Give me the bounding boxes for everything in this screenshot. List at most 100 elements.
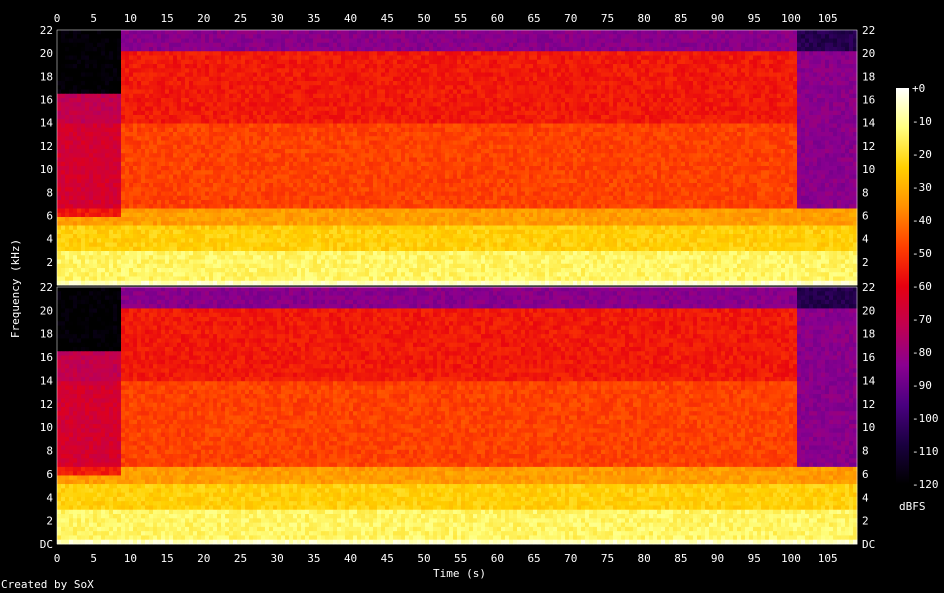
y-tick-label-right: 2 xyxy=(862,515,869,528)
y-tick-label-left: 22 xyxy=(40,24,53,37)
colorbar-tick-label: -30 xyxy=(912,181,932,194)
x-tick-label-bottom: 30 xyxy=(271,552,284,565)
y-tick-label-right: 20 xyxy=(862,304,875,317)
x-tick-label-top: 65 xyxy=(527,12,540,25)
x-tick-label-top: 80 xyxy=(638,12,651,25)
x-tick-label-top: 70 xyxy=(564,12,577,25)
y-tick-label-right: 6 xyxy=(862,468,869,481)
x-tick-label-bottom: 65 xyxy=(527,552,540,565)
x-tick-label-top: 45 xyxy=(381,12,394,25)
y-tick-label-right: 18 xyxy=(862,70,875,83)
y-tick-label-left: 2 xyxy=(46,515,53,528)
x-tick-label-bottom: 95 xyxy=(748,552,761,565)
y-tick-label-right: DC xyxy=(862,538,875,551)
y-axis-label: Frequency (kHz) xyxy=(9,239,22,338)
created-by-credit: Created by SoX xyxy=(1,578,94,591)
x-tick-label-bottom: 80 xyxy=(638,552,651,565)
x-tick-label-bottom: 70 xyxy=(564,552,577,565)
y-tick-label-right: 22 xyxy=(862,281,875,294)
x-axis-label: Time (s) xyxy=(433,567,486,580)
y-tick-label-right: 8 xyxy=(862,445,869,458)
x-tick-label-top: 85 xyxy=(674,12,687,25)
y-tick-label-right: 8 xyxy=(862,186,869,199)
y-tick-label-left: 10 xyxy=(40,421,53,434)
y-tick-label-right: 20 xyxy=(862,47,875,60)
y-tick-label-left: 18 xyxy=(40,328,53,341)
y-tick-label-right: 4 xyxy=(862,233,869,246)
y-tick-label-right: 2 xyxy=(862,256,869,269)
colorbar-tick-label: -50 xyxy=(912,247,932,260)
y-tick-label-left: 16 xyxy=(40,94,53,107)
colorbar-tick-label: +0 xyxy=(912,82,925,95)
x-tick-label-bottom: 5 xyxy=(90,552,97,565)
colorbar xyxy=(896,88,909,484)
y-tick-label-left: 14 xyxy=(40,374,54,387)
colorbar-tick-label: -90 xyxy=(912,379,932,392)
colorbar-tick-label: -100 xyxy=(912,412,939,425)
x-tick-label-top: 75 xyxy=(601,12,614,25)
colorbar-tick-label: -20 xyxy=(912,148,932,161)
y-tick-label-left: 2 xyxy=(46,256,53,269)
y-tick-label-right: 12 xyxy=(862,140,875,153)
y-tick-label-left: 4 xyxy=(46,491,53,504)
x-tick-label-bottom: 0 xyxy=(54,552,61,565)
x-tick-label-bottom: 100 xyxy=(781,552,801,565)
channel-1-spectrogram xyxy=(57,30,857,285)
x-tick-label-bottom: 25 xyxy=(234,552,247,565)
y-tick-label-left: 18 xyxy=(40,70,53,83)
x-tick-label-top: 40 xyxy=(344,12,357,25)
x-tick-label-top: 20 xyxy=(197,12,210,25)
y-tick-label-left: 6 xyxy=(46,209,53,222)
y-tick-label-right: 22 xyxy=(862,24,875,37)
x-tick-label-bottom: 85 xyxy=(674,552,687,565)
x-tick-label-bottom: 75 xyxy=(601,552,614,565)
x-tick-label-bottom: 15 xyxy=(160,552,173,565)
y-tick-label-right: 4 xyxy=(862,491,869,504)
x-tick-label-bottom: 105 xyxy=(818,552,838,565)
y-tick-label-left: 20 xyxy=(40,304,53,317)
y-tick-label-right: 18 xyxy=(862,328,875,341)
x-tick-label-bottom: 45 xyxy=(381,552,394,565)
colorbar-tick-label: -10 xyxy=(912,115,932,128)
y-tick-label-left: 10 xyxy=(40,163,53,176)
x-tick-label-bottom: 10 xyxy=(124,552,137,565)
colorbar-ticks: +0-10-20-30-40-50-60-70-80-90-100-110-12… xyxy=(912,82,939,491)
colorbar-tick-label: -110 xyxy=(912,445,939,458)
y-tick-label-right: 16 xyxy=(862,94,875,107)
y-tick-label-left: 12 xyxy=(40,398,53,411)
x-tick-label-bottom: 60 xyxy=(491,552,504,565)
x-tick-label-top: 105 xyxy=(818,12,838,25)
x-tick-label-bottom: 55 xyxy=(454,552,467,565)
y-tick-label-right: 14 xyxy=(862,117,876,130)
x-tick-label-top: 100 xyxy=(781,12,801,25)
x-tick-label-bottom: 35 xyxy=(307,552,320,565)
x-tick-label-bottom: 50 xyxy=(417,552,430,565)
x-tick-label-top: 30 xyxy=(271,12,284,25)
colorbar-tick-label: -120 xyxy=(912,478,939,491)
x-tick-label-top: 15 xyxy=(160,12,173,25)
y-tick-label-left: 8 xyxy=(46,445,53,458)
colorbar-tick-label: -70 xyxy=(912,313,932,326)
y-tick-label-left: 22 xyxy=(40,281,53,294)
x-tick-label-bottom: 40 xyxy=(344,552,357,565)
y-tick-label-right: 16 xyxy=(862,351,875,364)
y-tick-label-left: 14 xyxy=(40,117,54,130)
x-tick-label-top: 50 xyxy=(417,12,430,25)
x-tick-label-bottom: 90 xyxy=(711,552,724,565)
x-tick-label-top: 95 xyxy=(748,12,761,25)
y-tick-label-right: 12 xyxy=(862,398,875,411)
x-tick-label-top: 25 xyxy=(234,12,247,25)
y-tick-label-left: 4 xyxy=(46,233,53,246)
y-tick-label-right: 10 xyxy=(862,163,875,176)
y-tick-label-left: 6 xyxy=(46,468,53,481)
x-tick-label-bottom: 20 xyxy=(197,552,210,565)
y-tick-label-right: 6 xyxy=(862,209,869,222)
y-tick-label-right: 10 xyxy=(862,421,875,434)
x-tick-label-top: 35 xyxy=(307,12,320,25)
colorbar-tick-label: -40 xyxy=(912,214,932,227)
y-tick-label-left: DC xyxy=(40,538,53,551)
y-tick-label-left: 12 xyxy=(40,140,53,153)
x-tick-label-top: 5 xyxy=(90,12,97,25)
colorbar-tick-label: -60 xyxy=(912,280,932,293)
colorbar-label: dBFS xyxy=(899,500,926,513)
